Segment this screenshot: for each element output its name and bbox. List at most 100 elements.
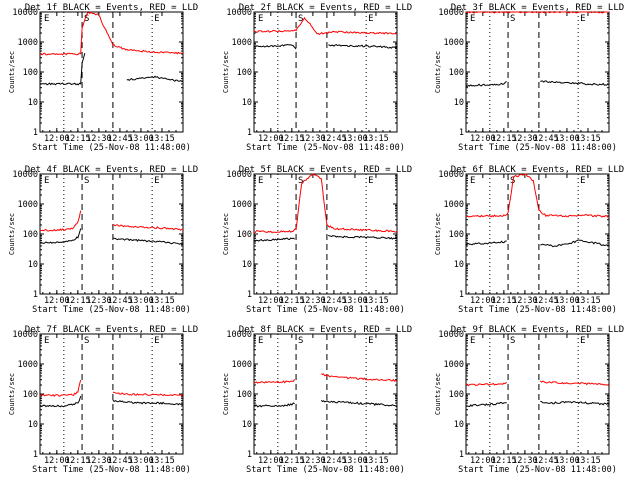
y-tick-label: 1000 (18, 200, 38, 210)
x-tick-label: 13:00 (128, 456, 154, 466)
y-tick-label: 100 (237, 230, 252, 240)
y-tick-label: 10 (242, 260, 252, 270)
panel-7: Det 7f BLACK = Events, RED = LLD 1 10 100 10… (8, 325, 198, 475)
x-tick-label: 13:00 (128, 296, 154, 306)
y-tick-label: 100 (23, 230, 38, 240)
x-tick-label: 13:15 (575, 296, 601, 306)
y-tick-label: 1000 (232, 200, 252, 210)
x-tick-label: 13:15 (363, 134, 389, 144)
x-tick-label: 13:15 (363, 296, 389, 306)
plot-frame (253, 173, 398, 295)
x-tick-label: 12:15 (65, 134, 91, 144)
panel-8: Det 8f BLACK = Events, RED = LLD 1 10 100 10… (222, 325, 412, 475)
events-series-line (39, 228, 184, 246)
y-tick-label: 1 (459, 128, 464, 138)
y-tick-label: 10000 (226, 8, 252, 18)
x-tick-label: 13:15 (149, 456, 175, 466)
y-axis-label: Counts/sec (434, 51, 442, 93)
y-tick-label: 100 (449, 68, 464, 78)
marker-label: E (470, 336, 475, 346)
y-axis-label: Counts/sec (222, 51, 230, 93)
y-tick-label: 10000 (438, 8, 464, 18)
x-tick-label: 12:00 (258, 456, 284, 466)
x-tick-label: 13:15 (149, 134, 175, 144)
plot-frame (39, 173, 184, 295)
y-tick-label: 100 (449, 390, 464, 400)
x-tick-label: 12:30 (300, 456, 326, 466)
y-axis-label: Counts/sec (434, 213, 442, 255)
lld-series-line (253, 373, 398, 384)
x-tick-label: 12:00 (470, 456, 496, 466)
x-tick-label: 12:45 (321, 456, 347, 466)
panel-title: Det 3f BLACK = Events, RED = LLD (451, 3, 624, 13)
plot-frame (39, 11, 184, 133)
x-tick-label: 12:15 (279, 134, 305, 144)
x-tick-label: 12:15 (491, 296, 517, 306)
lld-series-line (253, 173, 398, 234)
marker-label: E (44, 336, 49, 346)
panel-title: Det 2f BLACK = Events, RED = LLD (239, 3, 412, 13)
marker-label: S (84, 336, 89, 346)
x-tick-label: 12:00 (470, 134, 496, 144)
x-axis-label: Start Time (25-Nov-08 11:48:00) (458, 305, 617, 315)
y-tick-label: 1 (247, 290, 252, 300)
x-tick-label: 12:15 (491, 134, 517, 144)
y-tick-label: 1000 (444, 38, 464, 48)
panel-4: Det 4f BLACK = Events, RED = LLD 1 10 100 10… (8, 165, 198, 315)
y-axis-label: Counts/sec (8, 373, 16, 415)
events-series-line (465, 80, 610, 88)
y-tick-label: 1 (33, 290, 38, 300)
x-tick-label: 12:00 (258, 134, 284, 144)
y-tick-label: 1 (247, 450, 252, 460)
x-tick-label: 13:15 (363, 456, 389, 466)
x-tick-label: 12:30 (86, 296, 112, 306)
marker-label: S (298, 336, 303, 346)
y-tick-label: 10 (454, 260, 464, 270)
marker-label: E (258, 176, 263, 186)
plot-frame (465, 11, 610, 133)
x-tick-label: 12:15 (279, 456, 305, 466)
panel-title: Det 6f BLACK = Events, RED = LLD (451, 165, 624, 175)
x-tick-label: 12:45 (321, 134, 347, 144)
lld-series-line (254, 16, 398, 36)
y-tick-label: 100 (237, 390, 252, 400)
x-tick-label: 13:00 (554, 296, 580, 306)
events-series-line (39, 395, 184, 408)
x-tick-label: 12:15 (65, 456, 91, 466)
panel-9: Det 9f BLACK = Events, RED = LLD 1 10 100 10… (434, 325, 624, 475)
y-tick-label: 100 (23, 68, 38, 78)
lld-series-line (465, 11, 609, 14)
x-tick-label: 12:45 (107, 296, 133, 306)
y-tick-label: 10000 (226, 170, 252, 180)
marker-label: E (580, 176, 585, 186)
events-series-line (253, 234, 398, 242)
y-tick-label: 10000 (12, 170, 38, 180)
y-axis-label: Counts/sec (8, 213, 16, 255)
y-tick-label: 1000 (18, 38, 38, 48)
y-tick-label: 1000 (18, 360, 38, 370)
panel-title: Det 8f BLACK = Events, RED = LLD (239, 325, 412, 335)
x-tick-label: 12:30 (86, 134, 112, 144)
marker-label: E (470, 176, 475, 186)
y-axis-label: Counts/sec (8, 51, 16, 93)
x-tick-label: 12:30 (300, 296, 326, 306)
panel-title: Det 1f BLACK = Events, RED = LLD (25, 3, 198, 13)
plot-frame (39, 333, 184, 455)
y-tick-label: 1 (33, 128, 38, 138)
y-axis-label: Counts/sec (434, 373, 442, 415)
y-tick-label: 10000 (438, 330, 464, 340)
x-tick-label: 12:00 (44, 296, 70, 306)
marker-label: E (470, 14, 475, 24)
y-tick-label: 1000 (444, 360, 464, 370)
x-axis-label: Start Time (25-Nov-08 11:48:00) (32, 143, 191, 153)
y-tick-label: 1 (459, 450, 464, 460)
plot-frame (253, 11, 398, 133)
y-tick-label: 10000 (12, 8, 38, 18)
events-series-line (465, 400, 610, 408)
x-tick-label: 12:00 (258, 296, 284, 306)
lld-series-line (39, 11, 184, 56)
panel-title: Det 4f BLACK = Events, RED = LLD (25, 165, 198, 175)
marker-label: E (580, 336, 585, 346)
x-tick-label: 12:30 (512, 134, 538, 144)
marker-label: E (44, 14, 49, 24)
